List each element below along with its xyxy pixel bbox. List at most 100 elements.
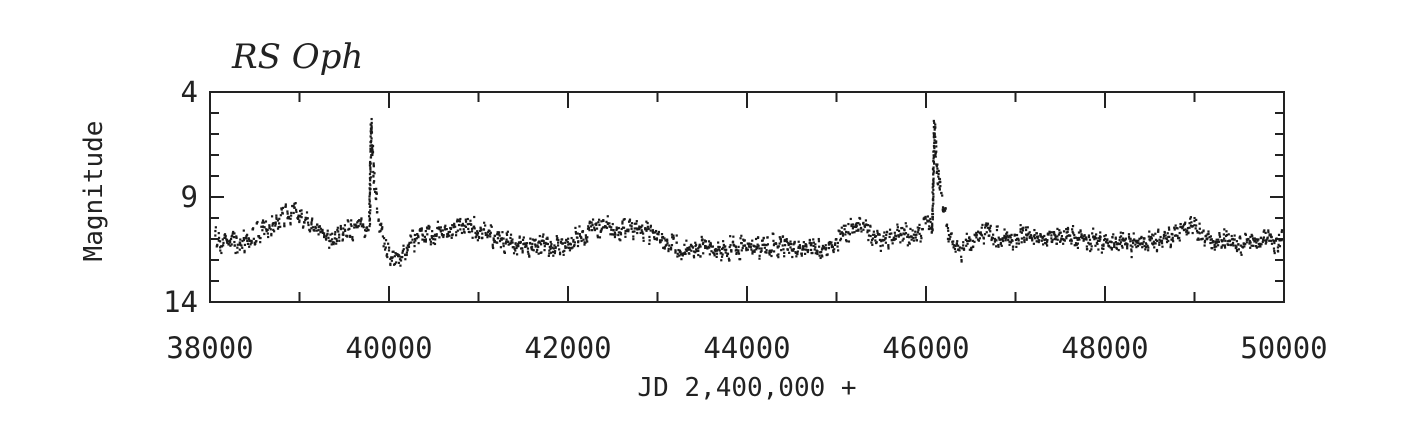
data-point bbox=[381, 235, 385, 238]
data-point bbox=[970, 247, 973, 250]
data-point bbox=[932, 180, 935, 183]
data-point bbox=[429, 243, 432, 246]
data-point bbox=[1004, 239, 1007, 242]
data-point bbox=[1099, 231, 1102, 234]
data-point bbox=[694, 251, 697, 254]
data-point bbox=[1173, 228, 1176, 231]
data-point bbox=[387, 242, 390, 245]
data-point bbox=[1231, 241, 1235, 245]
data-point bbox=[847, 232, 850, 235]
data-point bbox=[630, 227, 633, 230]
data-point bbox=[671, 236, 674, 239]
data-point bbox=[789, 240, 792, 243]
data-point bbox=[590, 229, 594, 232]
data-point bbox=[511, 241, 514, 244]
data-point bbox=[1076, 236, 1079, 240]
data-point bbox=[281, 211, 284, 214]
data-point bbox=[899, 241, 902, 244]
data-point bbox=[931, 222, 934, 225]
data-point bbox=[1030, 236, 1033, 240]
data-point bbox=[1026, 226, 1029, 229]
data-point bbox=[715, 252, 719, 255]
data-point bbox=[1215, 241, 1218, 244]
data-point bbox=[758, 257, 761, 260]
data-point bbox=[918, 232, 921, 235]
data-point bbox=[729, 235, 732, 238]
data-point bbox=[255, 240, 258, 243]
data-point bbox=[1154, 232, 1157, 235]
data-point bbox=[254, 242, 257, 245]
data-point bbox=[1080, 233, 1083, 236]
data-point bbox=[233, 240, 236, 244]
data-point bbox=[385, 253, 389, 256]
data-point bbox=[407, 245, 411, 249]
data-point bbox=[543, 249, 546, 252]
data-point bbox=[222, 241, 225, 245]
data-point bbox=[648, 239, 651, 242]
data-point bbox=[933, 128, 936, 131]
data-point bbox=[428, 227, 431, 230]
data-point bbox=[521, 251, 524, 254]
data-point bbox=[1103, 235, 1106, 238]
data-point bbox=[428, 238, 432, 241]
data-point bbox=[1023, 239, 1026, 242]
data-point bbox=[1041, 237, 1044, 240]
data-point bbox=[666, 242, 669, 245]
data-point bbox=[1005, 232, 1008, 235]
data-point bbox=[654, 237, 657, 241]
data-point bbox=[306, 217, 309, 220]
data-point bbox=[1080, 235, 1083, 239]
data-point bbox=[1116, 242, 1119, 245]
data-point bbox=[717, 248, 721, 251]
data-point bbox=[864, 219, 868, 222]
data-point bbox=[367, 228, 370, 232]
data-point bbox=[542, 233, 545, 236]
data-point bbox=[436, 220, 440, 223]
data-point bbox=[852, 225, 855, 229]
data-point bbox=[1019, 228, 1022, 231]
data-point bbox=[702, 252, 705, 255]
data-point bbox=[1280, 239, 1283, 242]
data-point bbox=[315, 229, 318, 232]
data-point bbox=[234, 251, 237, 255]
data-point bbox=[275, 217, 278, 221]
data-point bbox=[1051, 239, 1054, 242]
data-point bbox=[561, 238, 564, 241]
data-point bbox=[438, 228, 441, 231]
data-point bbox=[917, 229, 920, 232]
data-point bbox=[397, 261, 401, 264]
data-point bbox=[729, 244, 732, 247]
data-point bbox=[937, 175, 940, 178]
data-point bbox=[535, 250, 538, 254]
data-point bbox=[493, 240, 496, 244]
data-point bbox=[907, 233, 910, 236]
data-point bbox=[371, 152, 374, 155]
data-point bbox=[728, 259, 731, 262]
data-point bbox=[480, 237, 484, 240]
data-point bbox=[1045, 242, 1048, 245]
data-point bbox=[576, 232, 579, 235]
data-point bbox=[934, 151, 937, 155]
data-point bbox=[819, 256, 822, 260]
data-point bbox=[622, 218, 625, 221]
data-point bbox=[228, 239, 232, 242]
data-point bbox=[817, 237, 820, 241]
data-point bbox=[1070, 239, 1073, 242]
data-point bbox=[632, 238, 635, 241]
data-point bbox=[388, 246, 391, 249]
data-point bbox=[614, 233, 617, 236]
data-point bbox=[1255, 241, 1258, 244]
y-tick-label: 4 bbox=[181, 75, 198, 109]
data-point bbox=[881, 238, 884, 242]
data-point bbox=[498, 231, 501, 234]
data-point bbox=[651, 229, 655, 232]
data-point bbox=[590, 225, 593, 228]
data-point bbox=[1074, 242, 1078, 245]
data-point bbox=[470, 227, 474, 230]
data-point bbox=[341, 239, 344, 242]
data-point bbox=[1043, 238, 1046, 241]
data-point bbox=[1044, 241, 1047, 245]
data-point bbox=[461, 222, 464, 225]
data-point bbox=[317, 229, 320, 232]
data-point bbox=[276, 227, 280, 230]
